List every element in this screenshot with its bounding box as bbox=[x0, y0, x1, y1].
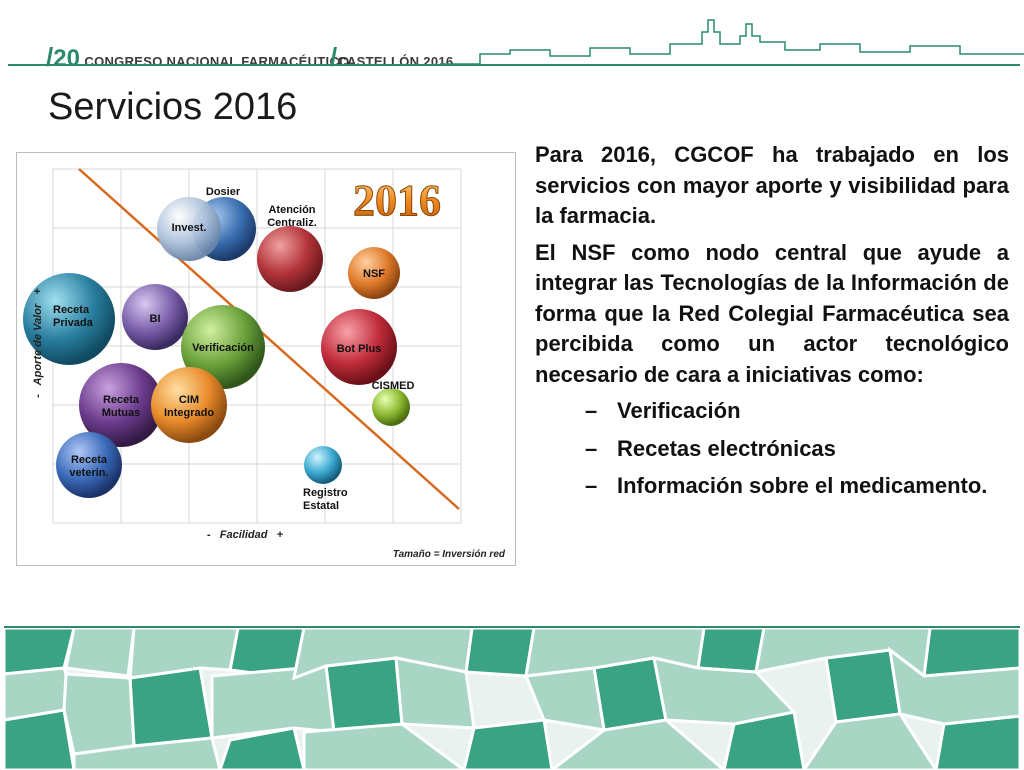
paragraph-nsf: El NSF como nodo central que ayude a int… bbox=[535, 239, 1009, 387]
mosaic-footer bbox=[4, 626, 1020, 770]
label-dosier: Dosier bbox=[206, 186, 241, 198]
size-note: Tamaño = Inversión red bbox=[393, 549, 506, 560]
y-axis-label: - Aporte de Valor + bbox=[32, 288, 44, 398]
bubble-registro-estatal bbox=[304, 446, 342, 484]
year-badge: 2016 bbox=[353, 176, 441, 225]
congress-place: /CASTELLÓN 2016 bbox=[330, 42, 453, 73]
list-item-text: Recetas electrónicas bbox=[617, 435, 836, 461]
label-verificacion: Verificación bbox=[192, 342, 254, 354]
slide-header: /20 CONGRESO NACIONAL FARMACÉUTICO /CAST… bbox=[0, 0, 1024, 73]
bullet-dash: – bbox=[585, 398, 598, 423]
label-atencion: Atención Centraliz. bbox=[267, 204, 317, 229]
congress-name: CONGRESO NACIONAL FARMACÉUTICO bbox=[84, 54, 350, 69]
bubble-receta-mutuas bbox=[79, 363, 163, 447]
list-item-text: Información sobre el medicamento. bbox=[617, 473, 988, 498]
congress-city: CASTELLÓN 2016 bbox=[337, 54, 454, 69]
header-slash: / bbox=[330, 42, 338, 72]
services-bubble-chart: 2016 Dosier Invest. Atención Centraliz. N… bbox=[16, 152, 516, 566]
label-invest: Invest. bbox=[172, 222, 207, 234]
bubble-invest bbox=[157, 197, 221, 261]
congress-title: /20 CONGRESO NACIONAL FARMACÉUTICO bbox=[46, 42, 350, 73]
label-bi: BI bbox=[150, 313, 161, 325]
bubble-receta-privada bbox=[23, 273, 115, 365]
bubble-nsf bbox=[348, 247, 400, 299]
x-axis-label: - Facilidad + bbox=[207, 529, 284, 541]
header-slash: / bbox=[46, 42, 54, 72]
label-nsf: NSF bbox=[363, 268, 385, 280]
bubble-verificacion bbox=[181, 305, 265, 389]
label-bot-plus: Bot Plus bbox=[337, 343, 382, 355]
slide-title: Servicios 2016 bbox=[48, 86, 298, 128]
slide-body: Para 2016, CGCOF ha trabajado en los ser… bbox=[535, 140, 1009, 509]
mosaic-pattern bbox=[4, 628, 1020, 770]
bubble-atencion-centraliz bbox=[257, 226, 323, 292]
frontier-line bbox=[78, 168, 460, 510]
list-item: – Recetas electrónicas bbox=[535, 434, 1009, 465]
label-receta-mutuas: Receta Mutuas bbox=[102, 394, 141, 419]
label-cismed: CISMED bbox=[372, 380, 415, 392]
label-cim-integrado: CIM Integrado bbox=[164, 394, 214, 419]
bubble-cim-integrado bbox=[151, 367, 227, 443]
bullet-dash: – bbox=[585, 473, 598, 498]
label-registro-estatal: Registro Estatal bbox=[303, 487, 348, 512]
bubble-cismed bbox=[372, 388, 410, 426]
bullet-dash: – bbox=[585, 435, 598, 461]
paragraph-intro: Para 2016, CGCOF ha trabajado en los ser… bbox=[535, 142, 1009, 228]
list-item: – Verificación bbox=[535, 396, 1009, 427]
initiatives-list: – Verificación – Recetas electrónicas – Inf… bbox=[535, 396, 1009, 502]
header-divider bbox=[8, 64, 1020, 66]
congress-number: 20 bbox=[53, 45, 80, 72]
chart-canvas: 2016 Dosier Invest. Atención Centraliz. N… bbox=[23, 168, 506, 560]
label-receta-veterin: Receta veterin. bbox=[69, 454, 108, 479]
castle-skyline-logo bbox=[440, 19, 1024, 65]
label-receta-privada: Receta Privada bbox=[53, 304, 94, 329]
list-item: – Información sobre el medicamento. bbox=[535, 471, 1009, 502]
list-item-text: Verificación bbox=[617, 398, 741, 423]
bubble-bot-plus bbox=[321, 309, 397, 385]
bubble-bi bbox=[122, 284, 188, 350]
bubble-receta-veterin bbox=[56, 432, 122, 498]
